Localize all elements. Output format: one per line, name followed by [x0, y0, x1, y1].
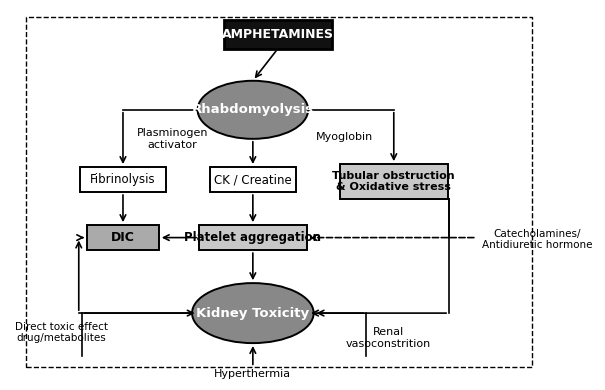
- Text: Catecholamines/
Antidiuretic hormone: Catecholamines/ Antidiuretic hormone: [482, 229, 593, 250]
- Text: Platelet aggregation: Platelet aggregation: [185, 231, 321, 244]
- Ellipse shape: [192, 283, 313, 343]
- Text: Rhabdomyolysis: Rhabdomyolysis: [192, 103, 314, 116]
- Text: Plasminogen
activator: Plasminogen activator: [137, 128, 209, 150]
- Text: CK / Creatine: CK / Creatine: [214, 173, 292, 186]
- Text: AMPHETAMINES: AMPHETAMINES: [221, 28, 334, 41]
- Text: Kidney Toxicity: Kidney Toxicity: [196, 307, 309, 319]
- FancyBboxPatch shape: [80, 167, 166, 192]
- Text: Renal
vasoconstrition: Renal vasoconstrition: [345, 328, 431, 349]
- Text: Direct toxic effect
drug/metabolites: Direct toxic effect drug/metabolites: [15, 322, 108, 343]
- Text: Tubular obstruction
& Oxidative stress: Tubular obstruction & Oxidative stress: [333, 171, 455, 192]
- FancyBboxPatch shape: [199, 225, 307, 250]
- Text: Myoglobin: Myoglobin: [315, 132, 373, 142]
- FancyBboxPatch shape: [224, 20, 332, 49]
- Ellipse shape: [198, 81, 308, 139]
- FancyBboxPatch shape: [210, 167, 296, 192]
- FancyBboxPatch shape: [340, 164, 448, 199]
- Text: Hyperthermia: Hyperthermia: [214, 369, 292, 379]
- Text: DIC: DIC: [111, 231, 135, 244]
- Text: Fibrinolysis: Fibrinolysis: [90, 173, 156, 186]
- FancyBboxPatch shape: [87, 225, 159, 250]
